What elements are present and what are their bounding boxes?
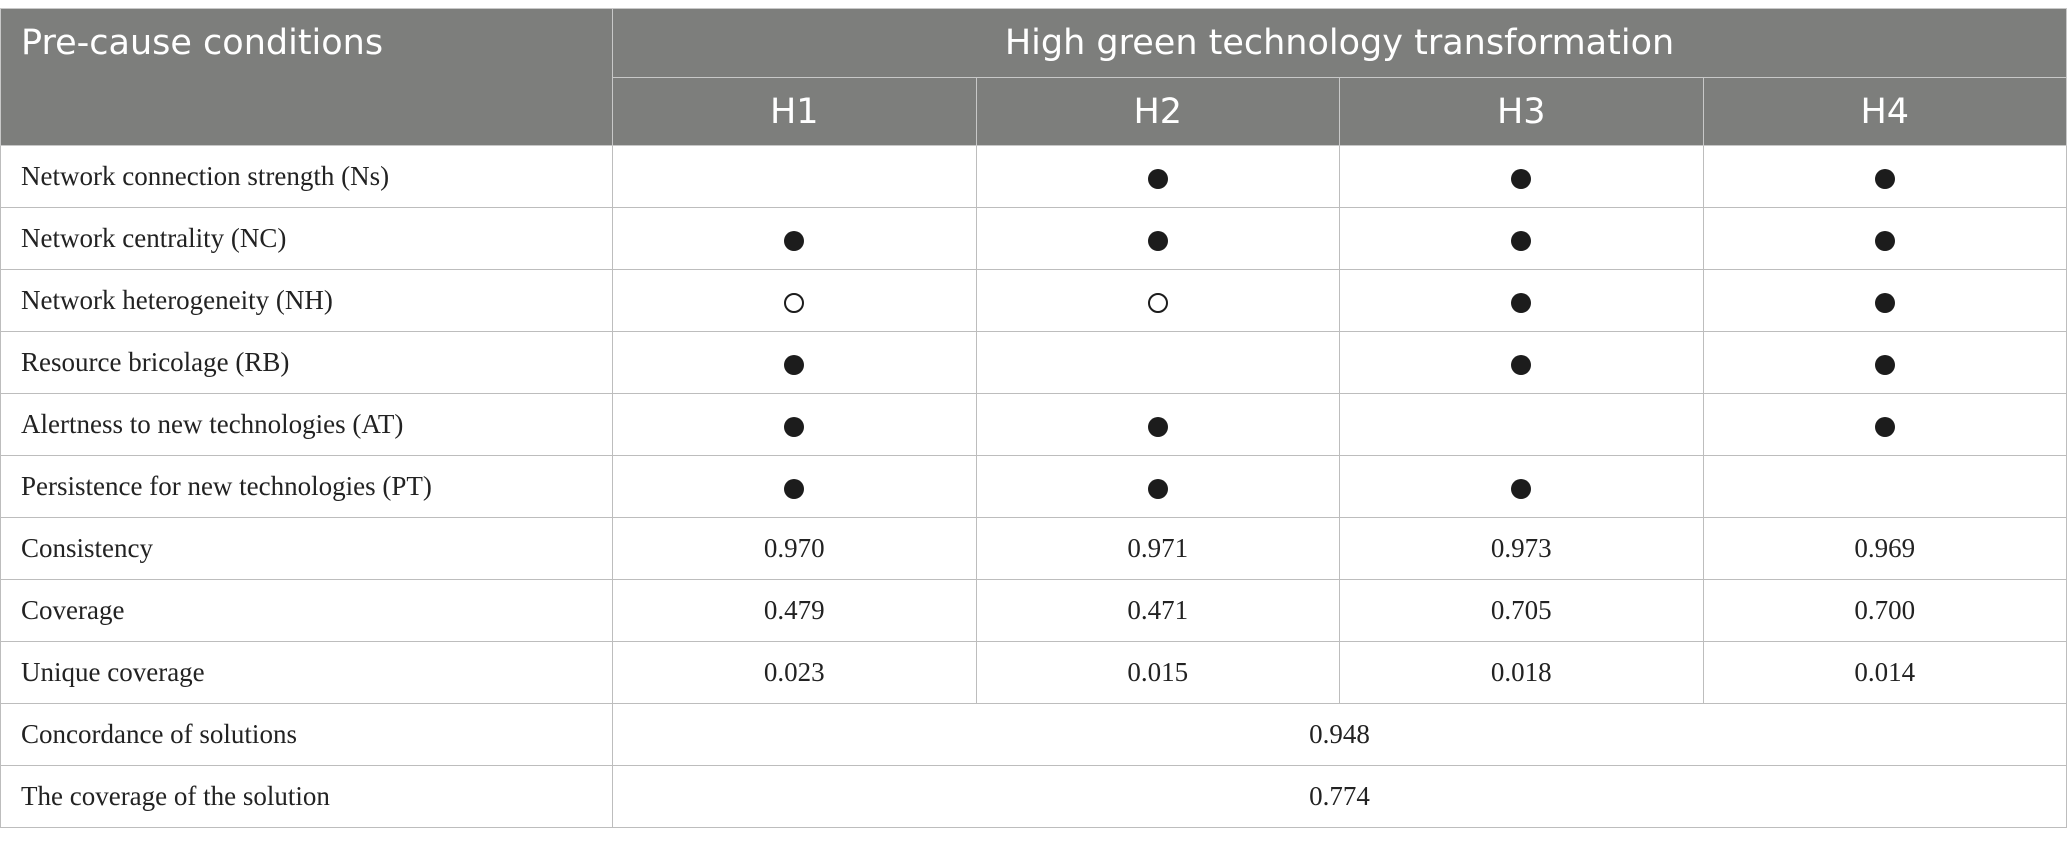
condition-cell	[612, 455, 977, 518]
filled-circle-icon	[1511, 478, 1532, 499]
condition-cell	[1339, 331, 1704, 394]
filled-circle-icon	[1511, 354, 1532, 375]
table-row: Alertness to new technologies (AT)	[0, 393, 2067, 456]
metric-value: 0.700	[1702, 579, 2067, 642]
metric-value: 0.705	[1339, 579, 1704, 642]
table-row: Persistence for new technologies (PT)	[0, 455, 2067, 518]
condition-cell	[1702, 145, 2067, 208]
metric-value: 0.014	[1702, 641, 2067, 704]
filled-circle-icon	[1874, 168, 1895, 189]
table-row: Network connection strength (Ns)	[0, 145, 2067, 208]
condition-label: Network heterogeneity (NH)	[0, 269, 613, 332]
filled-circle-icon	[1874, 230, 1895, 251]
condition-label: Network centrality (NC)	[0, 207, 613, 270]
table-row: Resource bricolage (RB)	[0, 331, 2067, 394]
filled-circle-icon	[1147, 416, 1168, 437]
filled-circle-icon	[1874, 416, 1895, 437]
results-table-container: Pre-cause conditions High green technolo…	[0, 8, 2067, 828]
column-header-h4: H4	[1702, 77, 2067, 146]
filled-circle-icon	[784, 354, 805, 375]
pre-cause-conditions-header: Pre-cause conditions	[0, 8, 613, 146]
table-row: Concordance of solutions 0.948	[0, 703, 2067, 766]
condition-cell	[975, 393, 1340, 456]
column-header-h2: H2	[975, 77, 1340, 146]
metric-value: 0.969	[1702, 517, 2067, 580]
filled-circle-icon	[784, 416, 805, 437]
high-green-technology-header: High green technology transformation	[611, 8, 2067, 78]
table-row: Unique coverage 0.023 0.015 0.018 0.014	[0, 641, 2067, 704]
summary-label: Concordance of solutions	[0, 703, 613, 766]
condition-cell	[1339, 269, 1704, 332]
metric-label: Consistency	[0, 517, 613, 580]
filled-circle-icon	[1511, 292, 1532, 313]
condition-cell	[1702, 207, 2067, 270]
filled-circle-icon	[1147, 478, 1168, 499]
column-header-h1: H1	[612, 77, 977, 146]
condition-cell	[612, 331, 977, 394]
condition-cell	[1702, 455, 2067, 518]
filled-circle-icon	[1874, 292, 1895, 313]
metric-value: 0.023	[612, 641, 977, 704]
metric-value: 0.970	[612, 517, 977, 580]
hollow-circle-icon	[1147, 292, 1168, 313]
metric-value: 0.471	[975, 579, 1340, 642]
filled-circle-icon	[784, 230, 805, 251]
condition-cell	[975, 331, 1340, 394]
condition-cell	[1339, 393, 1704, 456]
condition-cell	[612, 145, 977, 208]
filled-circle-icon	[1511, 230, 1532, 251]
table-row: Coverage 0.479 0.471 0.705 0.700	[0, 579, 2067, 642]
table-row: The coverage of the solution 0.774	[0, 765, 2067, 828]
condition-cell	[1339, 145, 1704, 208]
condition-cell	[1702, 269, 2067, 332]
metric-label: Coverage	[0, 579, 613, 642]
metric-value: 0.973	[1339, 517, 1704, 580]
filled-circle-icon	[1147, 230, 1168, 251]
condition-label: Alertness to new technologies (AT)	[0, 393, 613, 456]
summary-label: The coverage of the solution	[0, 765, 613, 828]
column-header-h3: H3	[1339, 77, 1704, 146]
condition-cell	[1339, 455, 1704, 518]
filled-circle-icon	[1147, 168, 1168, 189]
table-body: Network connection strength (Ns) Network …	[0, 145, 2067, 828]
filled-circle-icon	[1511, 168, 1532, 189]
condition-cell	[612, 207, 977, 270]
metric-value: 0.479	[612, 579, 977, 642]
condition-cell	[612, 393, 977, 456]
table-row: Network heterogeneity (NH)	[0, 269, 2067, 332]
condition-label: Network connection strength (Ns)	[0, 145, 613, 208]
condition-label: Persistence for new technologies (PT)	[0, 455, 613, 518]
metric-value: 0.018	[1339, 641, 1704, 704]
metric-value: 0.015	[975, 641, 1340, 704]
condition-cell	[975, 455, 1340, 518]
condition-cell	[975, 145, 1340, 208]
condition-cell	[975, 269, 1340, 332]
configuration-table: Pre-cause conditions High green technolo…	[0, 8, 2067, 828]
condition-cell	[975, 207, 1340, 270]
summary-value: 0.948	[611, 703, 2067, 766]
table-row: Consistency 0.970 0.971 0.973 0.969	[0, 517, 2067, 580]
summary-value: 0.774	[611, 765, 2067, 828]
table-header: Pre-cause conditions High green technolo…	[0, 8, 2067, 146]
condition-cell	[612, 269, 977, 332]
filled-circle-icon	[784, 478, 805, 499]
metric-label: Unique coverage	[0, 641, 613, 704]
condition-cell	[1339, 207, 1704, 270]
condition-label: Resource bricolage (RB)	[0, 331, 613, 394]
table-row: Network centrality (NC)	[0, 207, 2067, 270]
condition-cell	[1702, 393, 2067, 456]
hollow-circle-icon	[784, 292, 805, 313]
filled-circle-icon	[1874, 354, 1895, 375]
condition-cell	[1702, 331, 2067, 394]
metric-value: 0.971	[975, 517, 1340, 580]
